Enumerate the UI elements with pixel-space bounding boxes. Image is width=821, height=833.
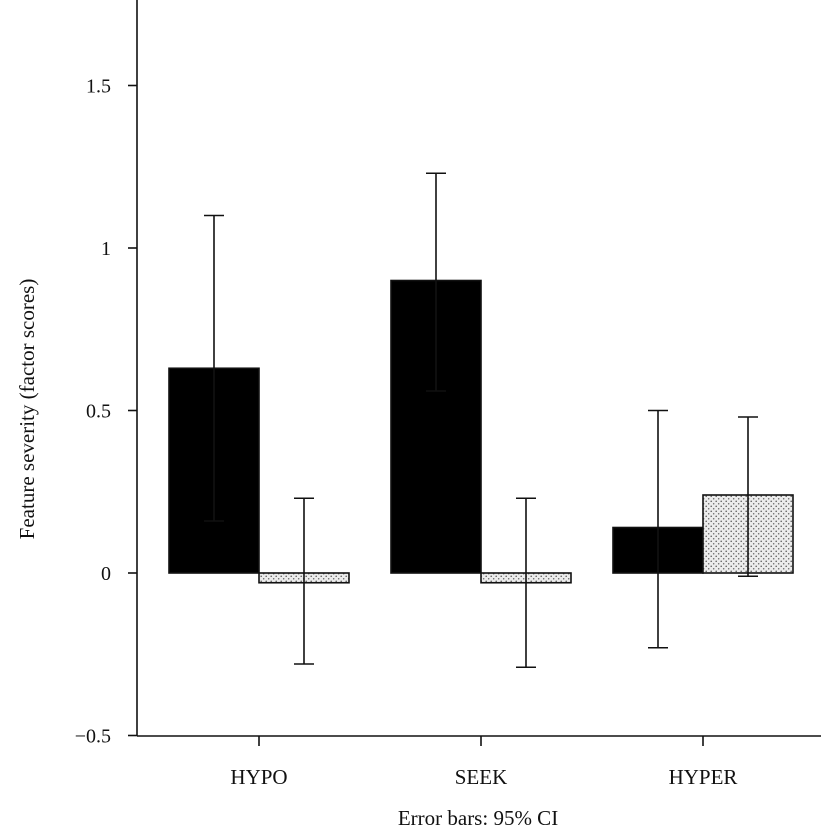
y-tick-label: 0 <box>101 563 111 585</box>
y-axis-label: Feature severity (factor scores) <box>15 279 39 540</box>
y-tick-label: 1 <box>101 238 111 260</box>
x-tick-label: SEEK <box>455 765 508 789</box>
x-tick-label: HYPO <box>230 765 287 789</box>
plot-area: −0.5 0 0.5 1 1.5 HYPO SEEK HYPER <box>75 0 821 789</box>
x-tick-label: HYPER <box>669 765 738 789</box>
y-tick-label: −0.5 <box>75 726 111 748</box>
y-tick-label: 1.5 <box>86 76 111 98</box>
y-tick-label: 0.5 <box>86 401 111 423</box>
error-bars-footnote: Error bars: 95% CI <box>398 806 558 830</box>
